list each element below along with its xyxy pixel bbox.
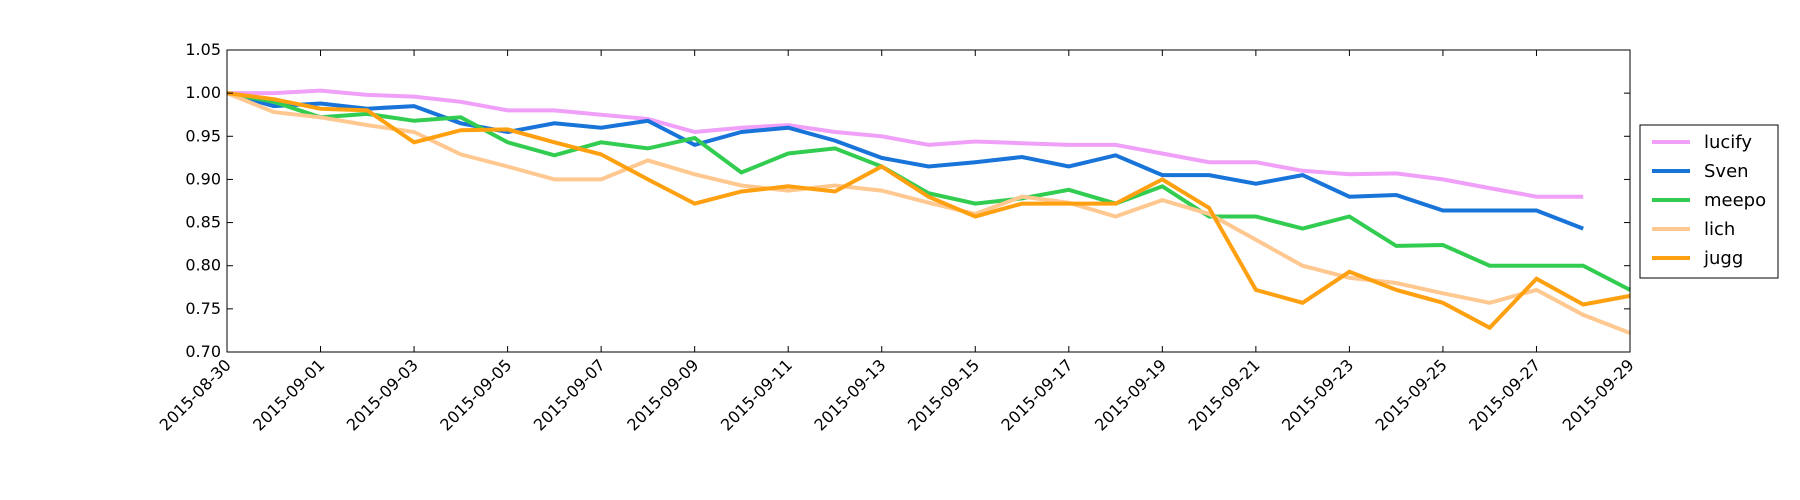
legend-label-jugg: jugg	[1703, 248, 1743, 269]
series-line-sven	[226, 91, 1584, 231]
series-line-lich	[226, 91, 1631, 335]
legend: lucify Sven meepo lich jugg	[1639, 124, 1779, 279]
legend-label-lich: lich	[1704, 219, 1735, 240]
series-line-lucify	[227, 88, 1584, 199]
y-tick-label: 0.95	[185, 126, 221, 145]
y-tick-label: 1.00	[185, 83, 221, 102]
y-tick-label: 0.70	[185, 342, 221, 361]
y-tick-label: 0.85	[185, 213, 221, 232]
y-tick-label: 0.75	[185, 299, 221, 318]
legend-label-sven: Sven	[1704, 161, 1749, 182]
y-tick-label: 0.80	[185, 256, 221, 275]
legend-label-meepo: meepo	[1704, 190, 1766, 211]
plot-frame	[226, 49, 1631, 353]
y-tick-label: 0.90	[185, 169, 221, 188]
y-tick-label: 1.05	[185, 40, 221, 59]
series-line-meepo	[226, 91, 1631, 292]
y-axis: 0.70 0.75 0.80 0.85 0.90 0.95 1.00 1.05	[185, 40, 1630, 361]
legend-label-lucify: lucify	[1704, 132, 1752, 153]
series-line-jugg	[226, 91, 1631, 331]
series-layer	[226, 88, 1631, 335]
